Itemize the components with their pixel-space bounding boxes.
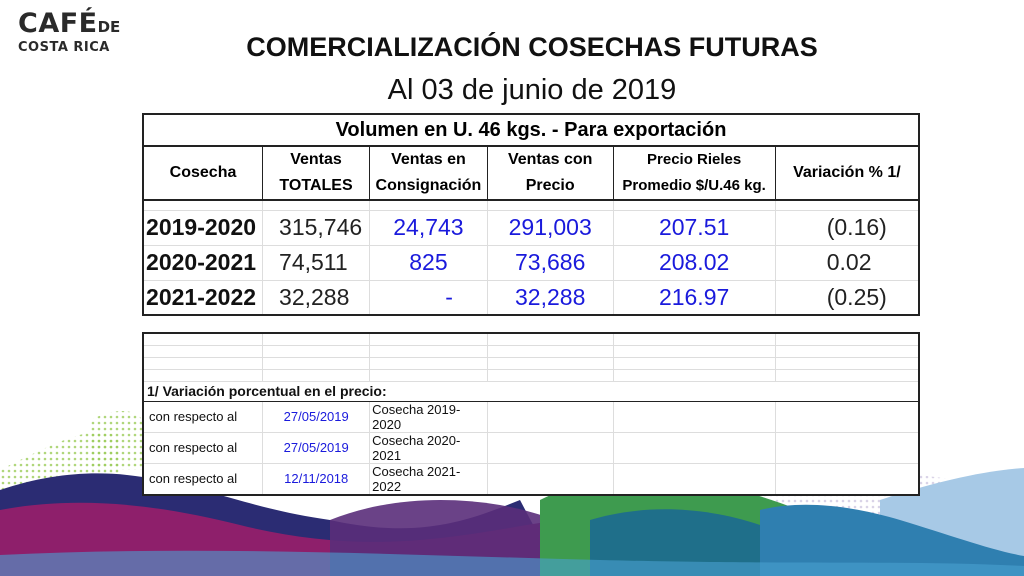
cell-precio-rieles: 208.02 [613,245,776,281]
note-date: 27/05/2019 [262,432,371,464]
note-cosecha: Cosecha 2020-2021 [369,432,488,464]
table-row: 2021-2022 32,288 - 32,288 216.97 (0.25) [143,280,919,315]
column-header-variacion: Variación % 1/ [775,146,919,201]
table-row: 2019-2020 315,746 24,743 291,003 207.51 … [143,210,919,246]
harvest-sales-table: Volumen en U. 46 kgs. - Para exportación… [142,113,920,316]
cell-ventas-totales: 74,511 [262,245,370,281]
cell-ventas-precio: 73,686 [487,245,614,281]
notes-table: 1/ Variación porcentual en el precio: co… [142,332,920,496]
note-label: con respecto al [143,463,264,495]
note-row: con respecto al 12/11/2018 Cosecha 2021-… [143,463,919,495]
cell-variacion: (0.16) [775,210,919,246]
cell-ventas-precio: 291,003 [487,210,614,246]
note-row: con respecto al 27/05/2019 Cosecha 2020-… [143,432,919,464]
column-header-ventas-consignacion: Ventas en Consignación [369,146,488,201]
logo-line2: COSTA RICA [18,40,110,55]
note-cosecha: Cosecha 2019-2020 [369,401,488,433]
column-header-cosecha: Cosecha [143,146,264,201]
cell-ventas-precio: 32,288 [487,280,614,315]
note-cosecha: Cosecha 2021-2022 [369,463,488,495]
cell-ventas-totales: 32,288 [262,280,370,315]
page-subtitle: Al 03 de junio de 2019 [387,74,677,106]
logo-line1: CAFÉ [18,8,98,39]
cafe-de-costa-rica-logo: CAFÉDE COSTA RICA [18,10,120,55]
cell-cosecha: 2020-2021 [143,245,264,281]
cell-cosecha: 2019-2020 [143,210,264,246]
column-header-ventas-totales: Ventas TOTALES [262,146,370,201]
table-header-title: Volumen en U. 46 kgs. - Para exportación [143,114,919,147]
cell-variacion: 0.02 [775,245,919,281]
page-title: COMERCIALIZACIÓN COSECHAS FUTURAS [246,32,818,62]
cell-precio-rieles: 207.51 [613,210,776,246]
note-date: 27/05/2019 [262,401,371,433]
cell-ventas-consignacion: 825 [369,245,488,281]
note-label: con respecto al [143,401,264,433]
cell-ventas-consignacion: - [369,280,488,315]
note-row: con respecto al 27/05/2019 Cosecha 2019-… [143,401,919,433]
note-date: 12/11/2018 [262,463,371,495]
cell-cosecha: 2021-2022 [143,280,264,315]
logo-line1-small: DE [97,18,121,36]
cell-ventas-totales: 315,746 [262,210,370,246]
notes-title: 1/ Variación porcentual en el precio: [143,381,919,402]
column-header-precio-rieles: Precio Rieles Promedio $/U.46 kg. [613,146,776,201]
column-header-ventas-precio: Ventas con Precio [487,146,614,201]
note-label: con respecto al [143,432,264,464]
cell-ventas-consignacion: 24,743 [369,210,488,246]
table-row: 2020-2021 74,511 825 73,686 208.02 0.02 [143,245,919,281]
cell-variacion: (0.25) [826,283,887,310]
cell-precio-rieles: 216.97 [613,280,776,315]
